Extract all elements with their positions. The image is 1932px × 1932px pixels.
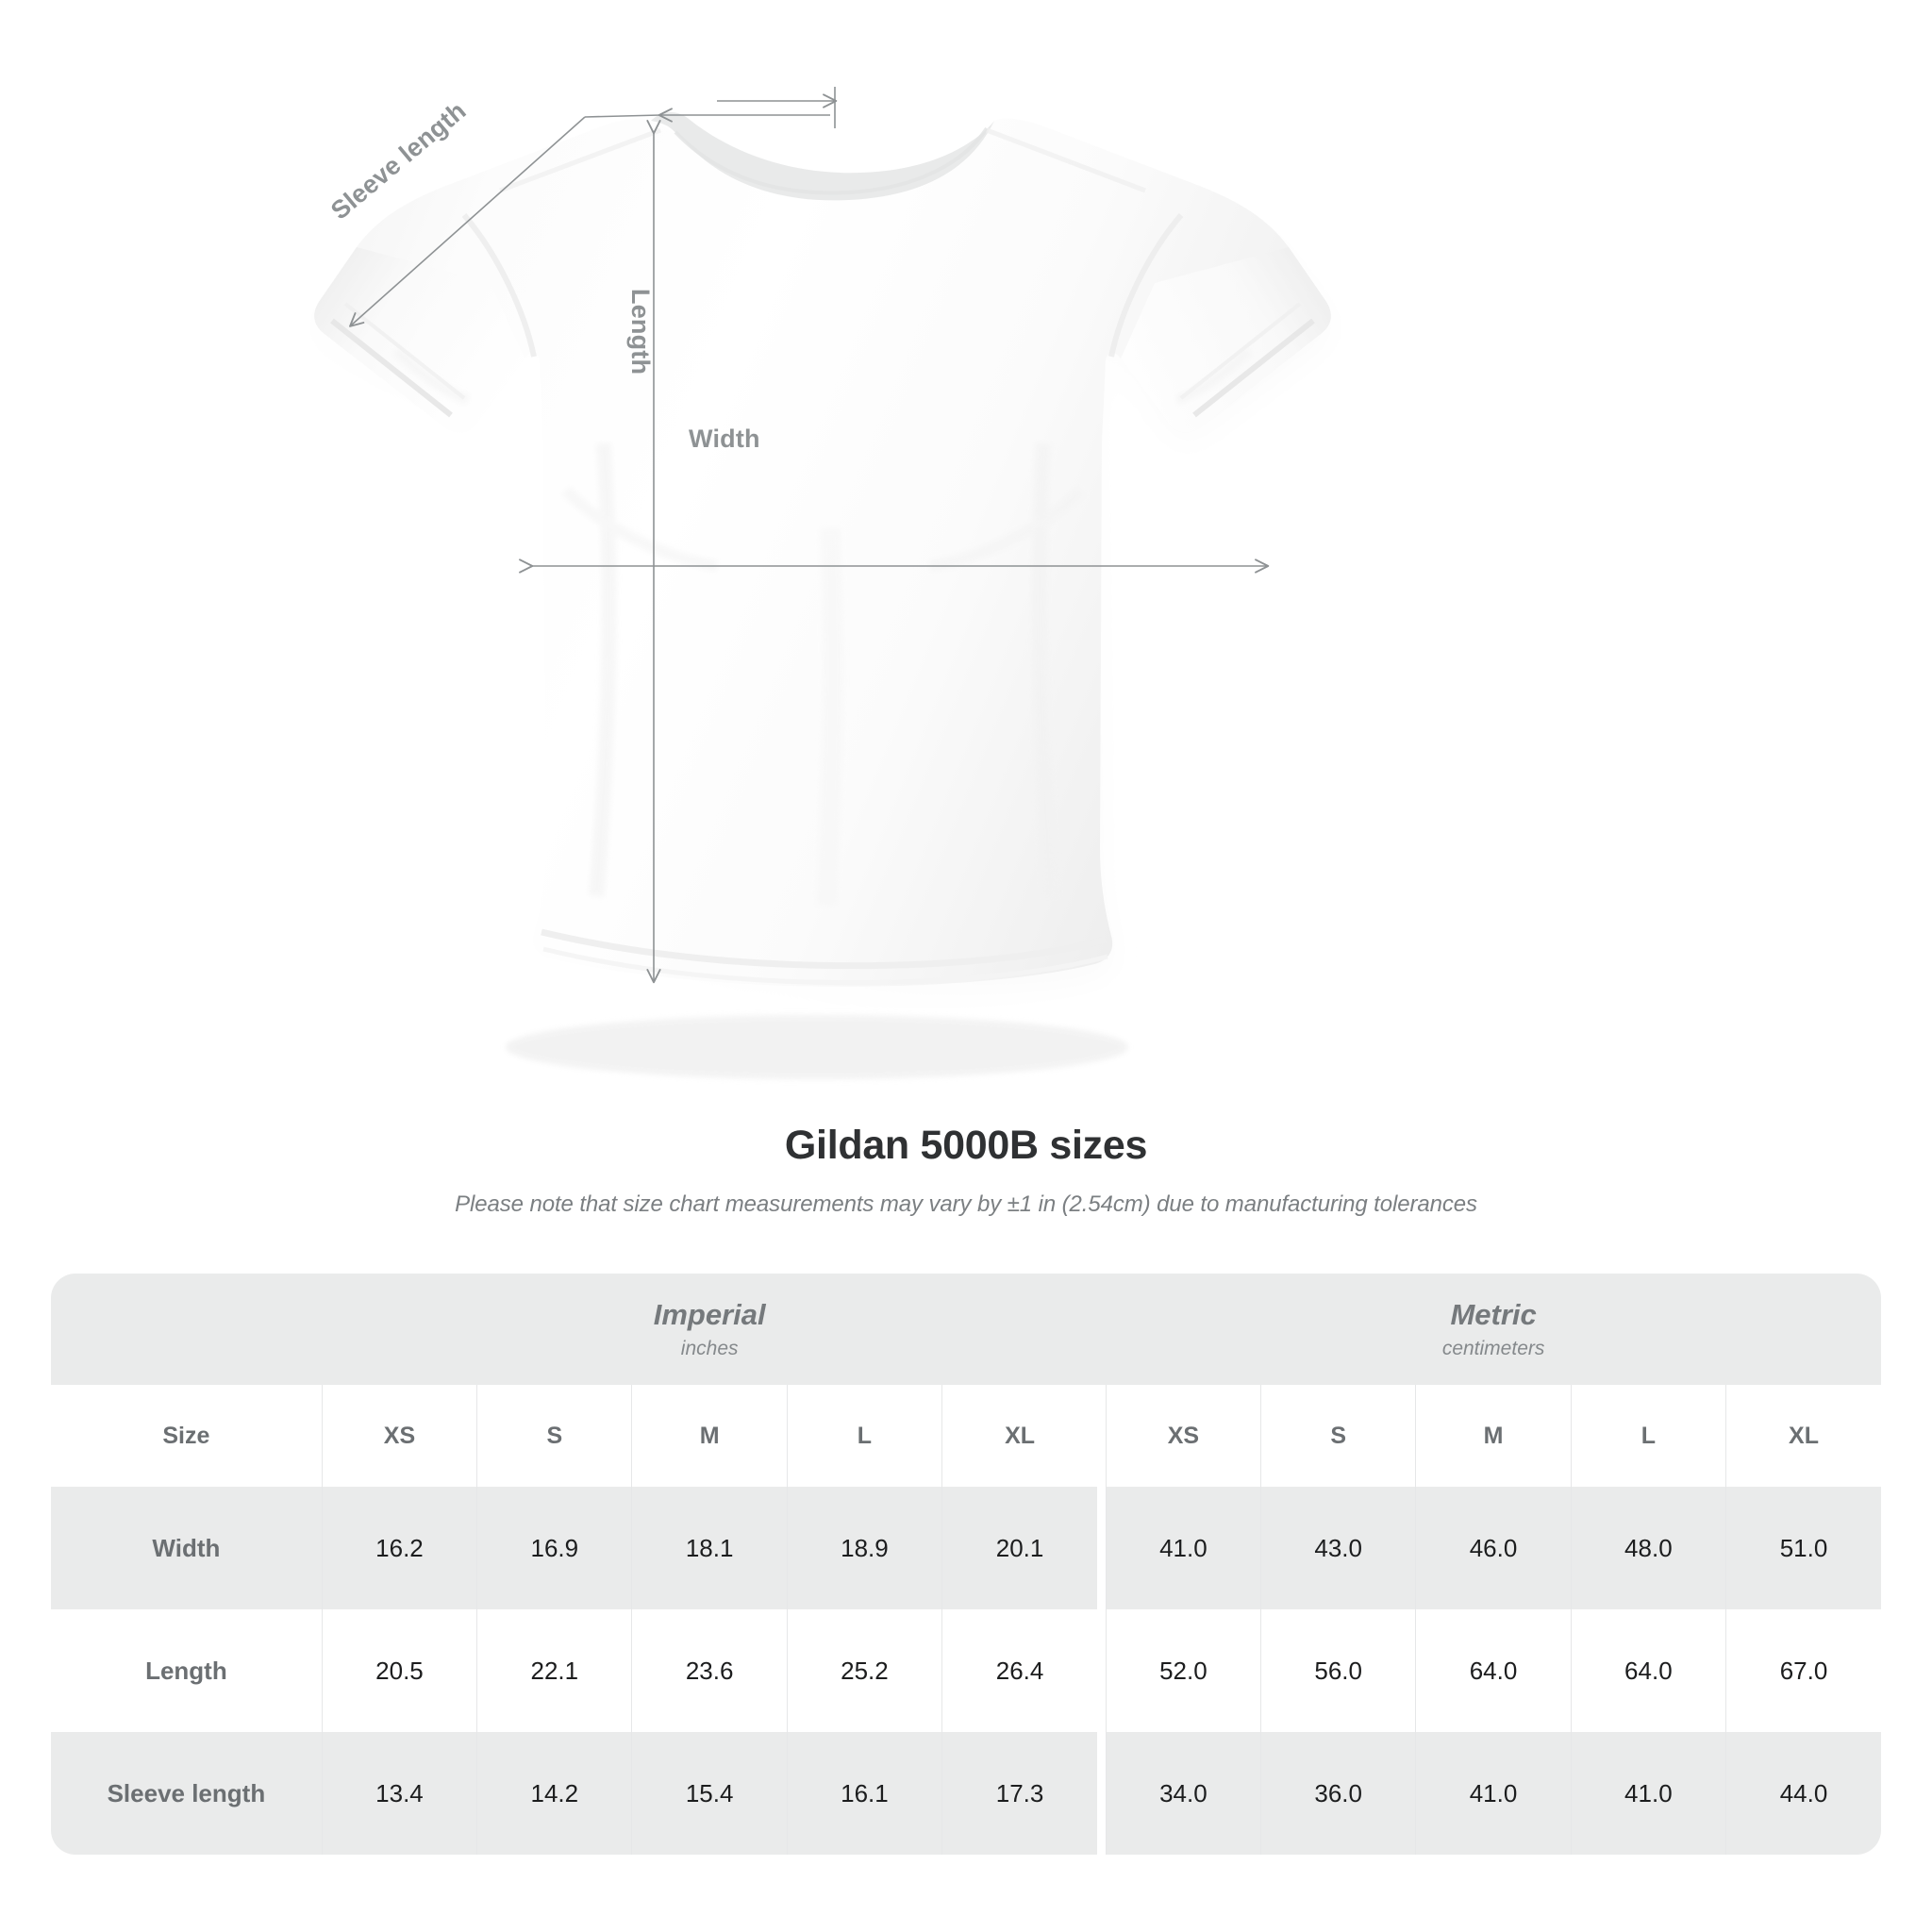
sleeve-length-arrow: [349, 116, 586, 327]
page-title: Gildan 5000B sizes: [784, 1123, 1148, 1168]
cell-width-imperial-xs: 16.2: [321, 1487, 477, 1609]
cell-width-metric-xl: 51.0: [1725, 1487, 1881, 1609]
length-label: Length: [626, 289, 655, 375]
unit-group-metric: Metric centimeters: [1106, 1274, 1881, 1385]
cell-width-imperial-m: 18.1: [631, 1487, 788, 1609]
cell-sleeve-metric-s: 36.0: [1260, 1732, 1416, 1855]
cell-length-metric-l: 64.0: [1570, 1609, 1726, 1732]
table-row: Length 20.5 22.1 23.6 25.2 26.4 52.0 56.…: [51, 1609, 1881, 1732]
header-metric-m: M: [1415, 1385, 1572, 1487]
cell-sleeve-imperial-m: 15.4: [631, 1732, 788, 1855]
shirt-sleeve-right: [1121, 247, 1331, 433]
size-chart-table: Imperial inches Metric centimeters Size …: [51, 1274, 1881, 1855]
cell-length-imperial-xl: 26.4: [941, 1609, 1098, 1732]
header-imperial-xl: XL: [941, 1385, 1098, 1487]
row-label-length: Length: [51, 1609, 323, 1732]
cell-sleeve-metric-xs: 34.0: [1105, 1732, 1261, 1855]
cell-length-metric-m: 64.0: [1415, 1609, 1572, 1732]
shirt-sleeve-left: [314, 247, 525, 433]
cell-width-metric-l: 48.0: [1570, 1487, 1726, 1609]
cell-width-imperial-s: 16.9: [476, 1487, 632, 1609]
cell-length-metric-s: 56.0: [1260, 1609, 1416, 1732]
sleeve-top-lead: [584, 114, 661, 118]
header-size-label: Size: [51, 1385, 323, 1487]
row-gap: [1097, 1487, 1107, 1609]
size-chart-table-wrapper: Imperial inches Metric centimeters Size …: [51, 1274, 1881, 1855]
header-imperial-m: M: [631, 1385, 788, 1487]
header-gap: [1097, 1385, 1107, 1487]
row-gap: [1097, 1609, 1107, 1732]
cell-width-imperial-xl: 20.1: [941, 1487, 1098, 1609]
cell-width-metric-m: 46.0: [1415, 1487, 1572, 1609]
cell-sleeve-metric-l: 41.0: [1570, 1732, 1726, 1855]
unit-group-imperial-sub: inches: [680, 1338, 739, 1359]
shirt-collar-seam: [674, 126, 989, 195]
header-imperial-l: L: [786, 1385, 942, 1487]
header-metric-l: L: [1570, 1385, 1726, 1487]
cell-width-imperial-l: 18.9: [786, 1487, 942, 1609]
shirt-hem: [541, 928, 1107, 970]
cell-sleeve-imperial-xl: 17.3: [941, 1732, 1098, 1855]
title-block: Gildan 5000B sizes Please note that size…: [0, 1123, 1932, 1218]
cell-sleeve-metric-xl: 44.0: [1725, 1732, 1881, 1855]
cell-length-metric-xs: 52.0: [1105, 1609, 1261, 1732]
cell-length-imperial-l: 25.2: [786, 1609, 942, 1732]
width-label: Width: [689, 425, 760, 453]
shirt-shape: [314, 112, 1331, 987]
cell-width-metric-xs: 41.0: [1105, 1487, 1261, 1609]
row-label-sleeve-length: Sleeve length: [51, 1732, 323, 1855]
unit-group-metric-sub: centimeters: [1441, 1338, 1545, 1359]
seam-armhole-left: [461, 213, 537, 358]
unit-band-spacer: [51, 1274, 323, 1385]
tshirt-diagram: Sleeve length Length Width: [314, 87, 1331, 1079]
row-gap: [1097, 1732, 1107, 1855]
unit-band-gap: [1097, 1274, 1107, 1385]
cell-sleeve-imperial-l: 16.1: [786, 1732, 942, 1855]
cell-length-imperial-xs: 20.5: [321, 1609, 477, 1732]
unit-group-imperial-name: Imperial: [653, 1297, 766, 1331]
header-imperial-xs: XS: [321, 1385, 477, 1487]
header-imperial-s: S: [476, 1385, 632, 1487]
tolerance-note: Please note that size chart measurements…: [455, 1191, 1477, 1217]
cell-sleeve-imperial-s: 14.2: [476, 1732, 632, 1855]
unit-group-imperial: Imperial inches: [322, 1274, 1098, 1385]
seam-armhole-right: [1108, 213, 1184, 358]
cell-length-imperial-s: 22.1: [476, 1609, 632, 1732]
table-row: Width 16.2 16.9 18.1 18.9 20.1 41.0 43.0…: [51, 1487, 1881, 1609]
size-header-row: Size XS S M L XL XS S M L XL: [51, 1385, 1881, 1487]
cell-length-imperial-m: 23.6: [631, 1609, 788, 1732]
header-metric-s: S: [1260, 1385, 1416, 1487]
tshirt-illustration: [314, 87, 1331, 1079]
measurement-guides: [349, 87, 1270, 984]
header-metric-xl: XL: [1725, 1385, 1881, 1487]
table-row: Sleeve length 13.4 14.2 15.4 16.1 17.3 3…: [51, 1732, 1881, 1855]
cell-width-metric-s: 43.0: [1260, 1487, 1416, 1609]
unit-band-row: Imperial inches Metric centimeters: [51, 1274, 1881, 1385]
cell-length-metric-xl: 67.0: [1725, 1609, 1881, 1732]
unit-group-metric-name: Metric: [1450, 1297, 1537, 1331]
header-metric-xs: XS: [1105, 1385, 1261, 1487]
shirt-collar: [651, 112, 994, 201]
cell-sleeve-metric-m: 41.0: [1415, 1732, 1572, 1855]
row-label-width: Width: [51, 1487, 323, 1609]
cell-sleeve-imperial-xs: 13.4: [321, 1732, 477, 1855]
